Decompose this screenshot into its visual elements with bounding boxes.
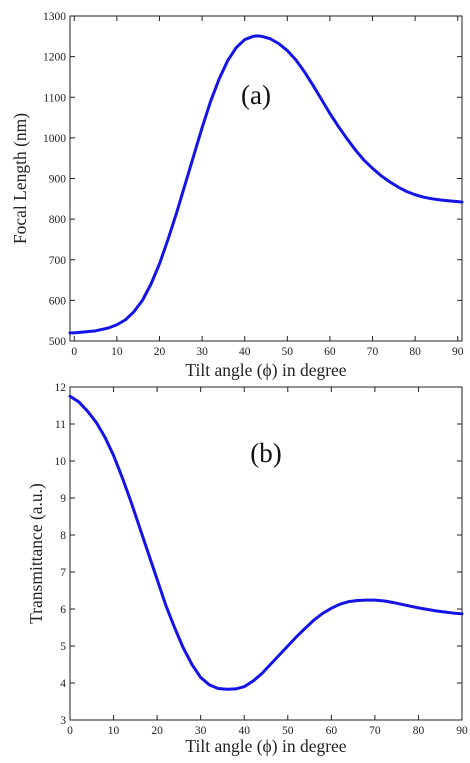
y-tick-label: 1200 bbox=[43, 52, 66, 64]
y-tick-label: 3 bbox=[60, 715, 66, 727]
y-tick-label: 1300 bbox=[43, 11, 66, 23]
y-tick-label: 8 bbox=[60, 530, 66, 542]
y-axis-label: Transmittance (a.u.) bbox=[26, 483, 46, 624]
y-tick-label: 600 bbox=[49, 295, 67, 307]
y-tick-label: 7 bbox=[60, 567, 66, 579]
x-tick-label: 50 bbox=[282, 725, 294, 737]
x-tick-label: 0 bbox=[71, 346, 77, 358]
y-axis-label: Focal Length (nm) bbox=[10, 113, 30, 244]
x-tick-label: 80 bbox=[413, 725, 425, 737]
x-axis-label: Tilt angle (ϕ) in degree bbox=[185, 360, 346, 380]
series-line bbox=[68, 34, 464, 335]
y-tick-label: 6 bbox=[60, 604, 66, 616]
x-tick-label: 90 bbox=[456, 725, 468, 737]
y-tick-label: 12 bbox=[55, 382, 67, 394]
x-tick-label: 0 bbox=[67, 725, 73, 737]
x-tick-label: 80 bbox=[409, 346, 421, 358]
x-tick-label: 60 bbox=[326, 725, 338, 737]
panel-annotation: (b) bbox=[250, 438, 281, 468]
plot-frame bbox=[69, 15, 463, 342]
x-tick-label: 40 bbox=[239, 346, 251, 358]
x-tick-label: 70 bbox=[369, 725, 381, 737]
x-tick-label: 10 bbox=[111, 346, 123, 358]
x-tick-label: 40 bbox=[238, 725, 250, 737]
x-tick-label: 60 bbox=[324, 346, 336, 358]
y-tick-label: 4 bbox=[60, 678, 66, 690]
x-tick-label: 10 bbox=[108, 725, 120, 737]
panel-b: 0 10 20 30 40 50 60 70 80 90 3 4 5 6 7 8 9 10 11 12 Tilt ang… bbox=[26, 382, 468, 756]
y-tick-label: 9 bbox=[60, 493, 66, 505]
y-tick-label: 11 bbox=[55, 419, 66, 431]
x-tick-label: 50 bbox=[282, 346, 294, 358]
series-line bbox=[68, 394, 464, 691]
y-tick-label: 700 bbox=[49, 255, 67, 267]
x-axis-label: Tilt angle (ϕ) in degree bbox=[185, 736, 346, 756]
x-tick-label: 30 bbox=[195, 725, 207, 737]
panel-a: 0 10 20 30 40 50 60 70 80 90 500 600 700 800 900 1000 11… bbox=[10, 11, 464, 380]
y-tick-label: 1000 bbox=[43, 133, 66, 145]
x-tick-label: 30 bbox=[196, 346, 208, 358]
y-tick-label: 900 bbox=[49, 174, 67, 186]
panel-annotation: (a) bbox=[241, 80, 271, 110]
plot-frame bbox=[69, 386, 463, 721]
y-tick-label: 1100 bbox=[43, 92, 66, 104]
x-tick-label: 20 bbox=[151, 725, 163, 737]
y-tick-label: 500 bbox=[49, 336, 67, 348]
y-tick-label: 5 bbox=[60, 641, 66, 653]
x-tick-label: 70 bbox=[367, 346, 379, 358]
x-tick-label: 90 bbox=[452, 346, 464, 358]
y-tick-label: 800 bbox=[49, 214, 67, 226]
x-tick-label: 20 bbox=[154, 346, 166, 358]
y-tick-label: 10 bbox=[55, 456, 67, 468]
